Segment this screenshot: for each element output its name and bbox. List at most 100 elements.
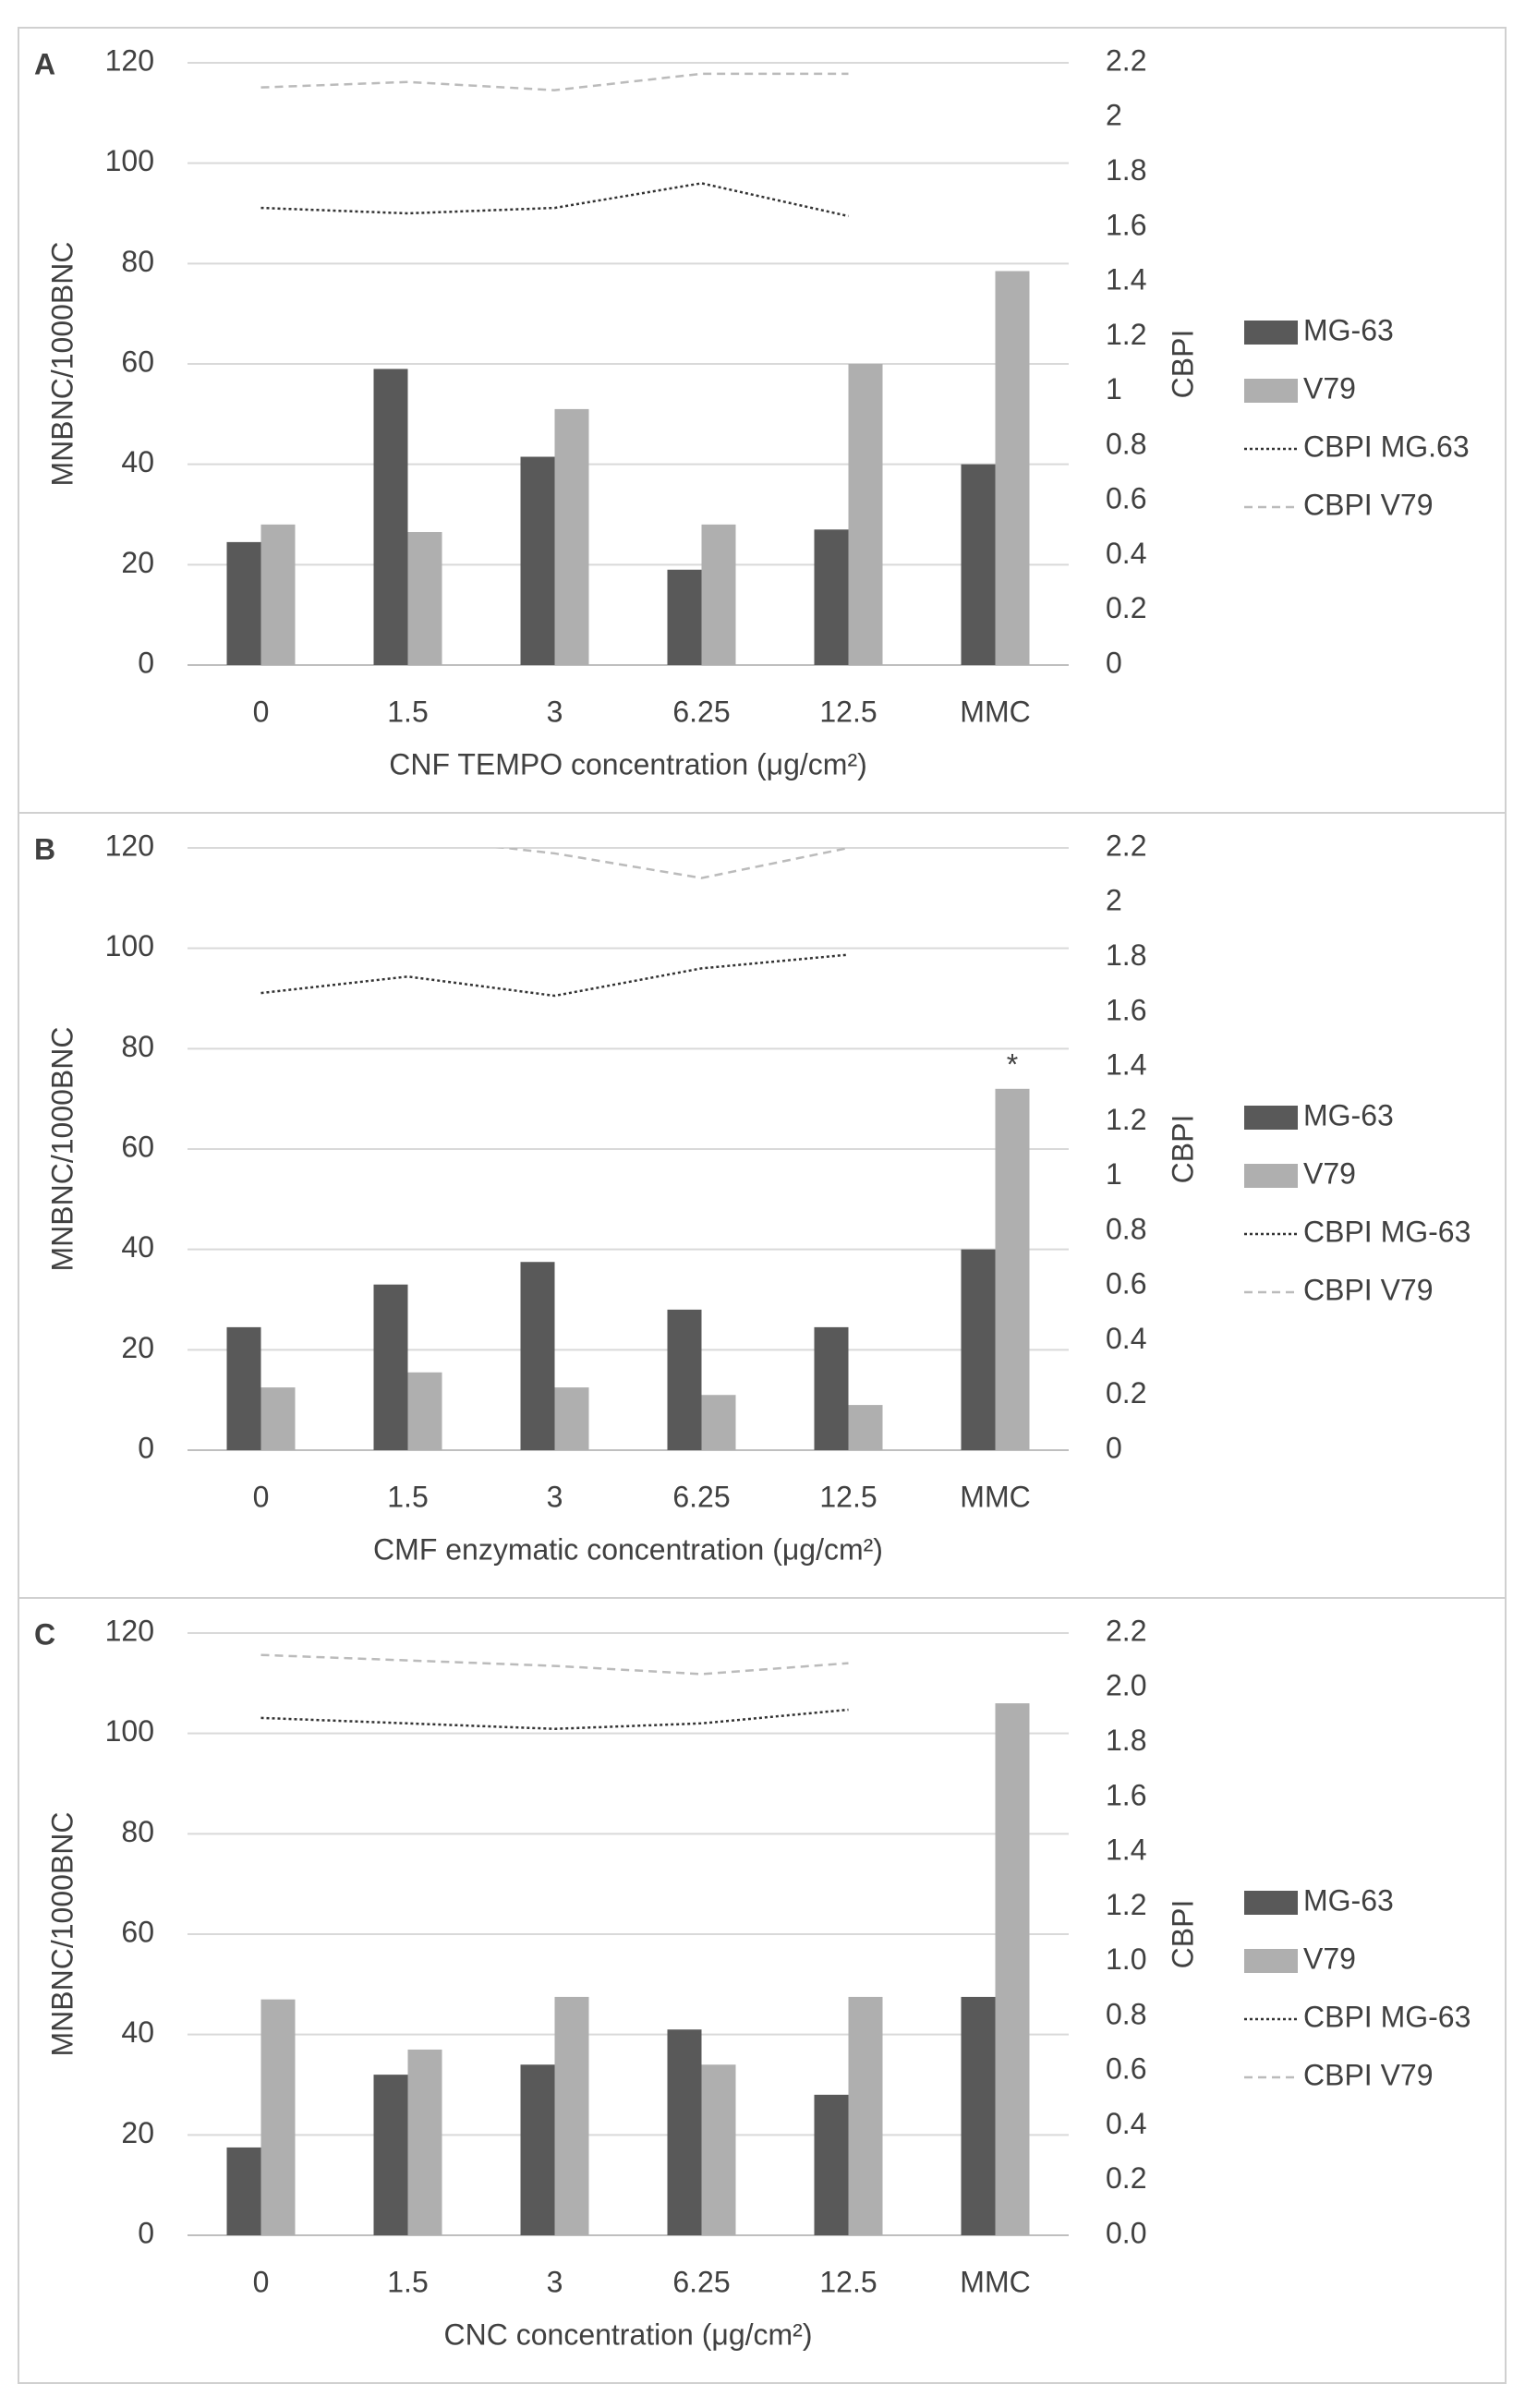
panel-label: A xyxy=(34,47,55,80)
panel: B02040608010012000.20.40.60.811.21.41.61… xyxy=(18,812,1507,1599)
y-tick-label: 0 xyxy=(138,646,154,679)
y2-tick-label: 0 xyxy=(1106,1431,1122,1464)
y2-tick-label: 1.6 xyxy=(1106,1778,1146,1811)
x-tick-label: 1.5 xyxy=(387,695,428,728)
x-tick-label: 0 xyxy=(253,2265,270,2298)
y2-tick-label: 2.2 xyxy=(1106,43,1146,77)
y2-axis-title: CBPI xyxy=(1166,1900,1199,1969)
y-tick-label: 80 xyxy=(121,1815,154,1848)
x-tick-label: 1.5 xyxy=(387,2265,428,2298)
bar xyxy=(961,1249,996,1450)
y2-tick-label: 0.4 xyxy=(1106,537,1146,570)
legend-label: CBPI V79 xyxy=(1303,488,1434,521)
legend-label: CBPI V79 xyxy=(1303,1273,1434,1306)
y2-tick-label: 1.0 xyxy=(1106,1942,1146,1976)
y-tick-label: 20 xyxy=(121,546,154,579)
y2-tick-label: 2.2 xyxy=(1106,1614,1146,1647)
bar xyxy=(554,408,589,665)
y2-tick-label: 0 xyxy=(1106,646,1122,679)
bar xyxy=(667,569,702,665)
panel-frame xyxy=(18,1597,1507,2384)
x-tick-label: 3 xyxy=(547,695,563,728)
bar xyxy=(814,1326,849,1450)
lines xyxy=(260,848,849,998)
legend-label: CBPI MG-63 xyxy=(1303,2000,1471,2033)
bar xyxy=(554,1996,589,2235)
bar xyxy=(701,1395,736,1450)
bar xyxy=(667,2029,702,2235)
bar xyxy=(373,1284,408,1450)
y2-tick-label: 2 xyxy=(1106,99,1122,132)
bar xyxy=(407,1372,442,1450)
y2-tick-label: 0.2 xyxy=(1106,2161,1146,2195)
bar xyxy=(667,1309,702,1450)
bar xyxy=(848,1405,883,1450)
legend-swatch xyxy=(1244,321,1298,345)
y-axis-title: MNBNC/1000BNC xyxy=(45,1812,79,2057)
x-tick-label: MMC xyxy=(960,695,1030,728)
y-tick-label: 120 xyxy=(105,829,154,862)
y2-tick-label: 0.2 xyxy=(1106,1376,1146,1410)
legend-label: V79 xyxy=(1303,1942,1356,1975)
legend-label: MG-63 xyxy=(1303,313,1394,346)
bar xyxy=(995,1088,1030,1450)
bar xyxy=(226,2147,261,2235)
legend-swatch xyxy=(1244,1891,1298,1915)
panel-frame xyxy=(18,812,1507,1599)
x-tick-label: 6.25 xyxy=(672,1480,730,1513)
x-tick-label: MMC xyxy=(960,1480,1030,1513)
panel: A02040608010012000.20.40.60.811.21.41.61… xyxy=(18,27,1507,814)
bar xyxy=(520,1262,555,1450)
bar xyxy=(520,2064,555,2235)
y-tick-label: 60 xyxy=(121,345,154,378)
cbpi-line xyxy=(260,182,849,218)
bar xyxy=(701,524,736,665)
y2-tick-label: 1.2 xyxy=(1106,1888,1146,1921)
lines xyxy=(260,72,849,218)
legend-swatch xyxy=(1244,379,1298,403)
x-tick-label: 12.5 xyxy=(819,1480,877,1513)
x-tick-label: 6.25 xyxy=(672,695,730,728)
bar xyxy=(260,1387,296,1450)
bar xyxy=(814,529,849,665)
y2-tick-label: 0.8 xyxy=(1106,427,1146,460)
bar xyxy=(373,2075,408,2235)
x-tick-label: 0 xyxy=(253,695,270,728)
y2-tick-label: 0.8 xyxy=(1106,1212,1146,1245)
legend-swatch xyxy=(1244,1949,1298,1973)
legend-label: V79 xyxy=(1303,371,1356,405)
y2-tick-label: 1 xyxy=(1106,1157,1122,1191)
bar xyxy=(226,541,261,665)
cbpi-line xyxy=(260,1708,849,1730)
bar xyxy=(554,1387,589,1450)
x-axis-title: CNC concentration (μg/cm²) xyxy=(444,2317,813,2351)
legend-swatch xyxy=(1244,1106,1298,1130)
y-tick-label: 60 xyxy=(121,1130,154,1163)
x-axis-title: CNF TEMPO concentration (μg/cm²) xyxy=(389,747,867,780)
bar xyxy=(848,364,883,665)
panel-label: B xyxy=(34,832,55,865)
x-tick-label: MMC xyxy=(960,2265,1030,2298)
y2-tick-label: 0.4 xyxy=(1106,2107,1146,2140)
y2-tick-label: 0.6 xyxy=(1106,2052,1146,2086)
y2-tick-label: 1.4 xyxy=(1106,263,1146,296)
bar xyxy=(814,2094,849,2235)
y-tick-label: 40 xyxy=(121,1230,154,1264)
y2-tick-label: 0.0 xyxy=(1106,2216,1146,2249)
bar xyxy=(260,524,296,665)
legend-label: CBPI MG.63 xyxy=(1303,430,1470,463)
y-tick-label: 80 xyxy=(121,245,154,278)
y2-tick-label: 0.2 xyxy=(1106,591,1146,624)
bar xyxy=(961,1996,996,2235)
y2-tick-label: 0.6 xyxy=(1106,482,1146,515)
y-axis-title: MNBNC/1000BNC xyxy=(45,242,79,487)
y2-tick-label: 0.4 xyxy=(1106,1322,1146,1355)
y2-tick-label: 0.8 xyxy=(1106,1997,1146,2030)
y-tick-label: 20 xyxy=(121,2116,154,2149)
panel-label: C xyxy=(34,1617,55,1651)
y2-tick-label: 2.0 xyxy=(1106,1669,1146,1702)
y-tick-label: 40 xyxy=(121,445,154,478)
y2-tick-label: 1.8 xyxy=(1106,153,1146,187)
